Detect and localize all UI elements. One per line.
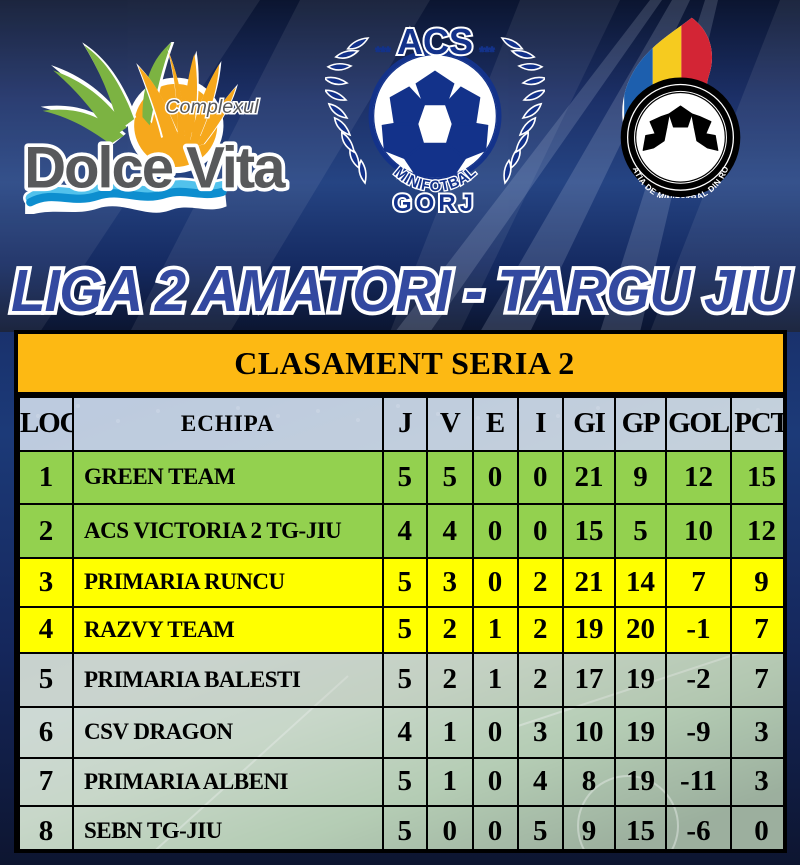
svg-text:ACS: ACS bbox=[397, 21, 473, 62]
svg-text:GORJ: GORJ bbox=[393, 190, 477, 217]
svg-text:Complexul: Complexul bbox=[165, 96, 259, 118]
svg-text:***: *** bbox=[375, 44, 390, 59]
svg-text:***: *** bbox=[479, 44, 494, 59]
svg-text:Dolce Vita: Dolce Vita bbox=[24, 136, 286, 201]
